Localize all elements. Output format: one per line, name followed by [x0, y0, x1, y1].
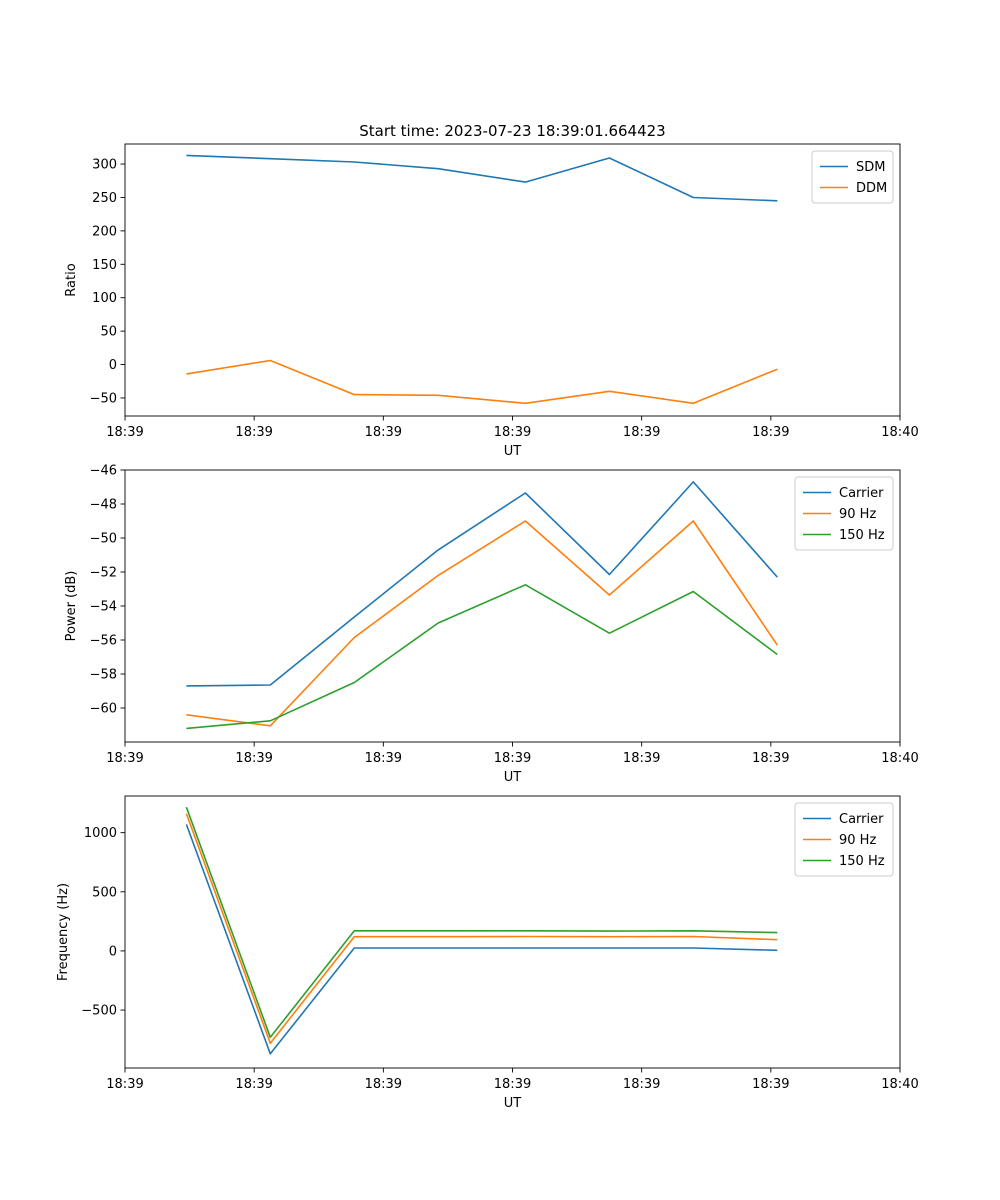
chart-panel-1: 18:39 18:39 18:39 18:39 18:39 18:39 18:40 −50 0 5… [64, 143, 919, 459]
y-axis-label: Ratio [64, 263, 79, 296]
x-tick-label: 18:39 [235, 751, 272, 766]
x-axis-label: UT [504, 770, 522, 785]
x-axis-label: UT [504, 1096, 522, 1111]
y-tick-label: −46 [90, 464, 117, 479]
legend: SDM DDM [811, 150, 894, 204]
series-line-90-hz [186, 520, 778, 727]
x-tick-label: 18:39 [106, 1077, 143, 1092]
legend-label-sdm: SDM [856, 160, 885, 175]
y-tick-label: −50 [90, 532, 117, 547]
y-tick-label: 100 [92, 291, 117, 306]
x-tick-label: 18:39 [106, 425, 143, 440]
x-tick-label: 18:39 [494, 751, 531, 766]
y-tick-label: 1000 [84, 826, 117, 841]
y-tick-label: −58 [90, 668, 117, 683]
y-tick-label: −52 [90, 566, 117, 581]
x-tick-label: 18:39 [365, 425, 402, 440]
y-tick-label: −500 [81, 1004, 117, 1019]
x-tick-label: 18:39 [752, 425, 789, 440]
x-tick-label: 18:39 [623, 425, 660, 440]
chart-panel-3: 18:39 18:39 18:39 18:39 18:39 18:39 18:40 −500 0… [56, 795, 919, 1111]
legend-label-90-hz: 90 Hz [839, 833, 876, 848]
x-tick-label: 18:39 [365, 751, 402, 766]
charts: 18:39 18:39 18:39 18:39 18:39 18:39 18:40−5005… [56, 143, 919, 1111]
legend-box [811, 150, 894, 204]
series-line-90-hz [185, 813, 778, 1044]
plot-area [186, 481, 778, 730]
x-tick-label: 18:39 [235, 1077, 272, 1092]
x-axis-label: UT [504, 444, 522, 459]
x-tick-label: 18:39 [752, 1077, 789, 1092]
axes-frame [124, 795, 901, 1069]
y-tick-label: −54 [90, 600, 117, 615]
figure-title: Start time: 2023-07-23 18:39:01.664423 [359, 122, 665, 140]
y-tick-label: 50 [100, 325, 117, 340]
y-tick-label: 250 [92, 191, 117, 206]
x-tick-label: 18:40 [881, 425, 918, 440]
legend-label-150-hz: 150 Hz [839, 528, 885, 543]
y-tick-label: −48 [90, 498, 117, 513]
axes-frame [124, 143, 901, 417]
y-axis-label: Frequency (Hz) [56, 883, 71, 981]
legend-label-ddm: DDM [856, 181, 887, 196]
legend: Carrier 90 Hz 150 Hz [794, 476, 894, 551]
legend-box [794, 802, 894, 877]
series-line-150-hz [186, 583, 778, 730]
x-tick-label: 18:39 [494, 1077, 531, 1092]
legend: Carrier 90 Hz 150 Hz [794, 802, 894, 877]
series-line-carrier [185, 824, 778, 1055]
chart-panel-2: 18:39 18:39 18:39 18:39 18:39 18:39 18:40 −60 −5… [64, 464, 919, 786]
y-tick-label: 0 [109, 358, 117, 373]
y-tick-label: 200 [92, 224, 117, 239]
y-tick-label: 0 [109, 944, 117, 959]
x-tick-label: 18:39 [235, 425, 272, 440]
legend-box [794, 476, 894, 551]
x-tick-label: 18:39 [494, 425, 531, 440]
x-tick-label: 18:39 [623, 1077, 660, 1092]
legend-label-150-hz: 150 Hz [839, 854, 885, 869]
x-tick-label: 18:39 [365, 1077, 402, 1092]
y-tick-label: −56 [90, 634, 117, 649]
x-tick-label: 18:39 [752, 751, 789, 766]
y-tick-label: 300 [92, 158, 117, 173]
y-tick-label: −60 [90, 702, 117, 717]
x-tick-label: 18:39 [623, 751, 660, 766]
x-tick-label: 18:40 [881, 751, 918, 766]
series-line-sdm [186, 154, 778, 202]
series-line-carrier [186, 481, 778, 687]
legend-label-90-hz: 90 Hz [839, 507, 876, 522]
plot-area [186, 154, 778, 405]
plot-area [185, 806, 778, 1055]
series-line-ddm [186, 359, 778, 405]
axes-frame [124, 469, 901, 743]
series-line-150-hz [185, 806, 778, 1039]
legend-label-carrier: Carrier [839, 812, 884, 827]
x-tick-label: 18:40 [881, 1077, 918, 1092]
x-tick-label: 18:39 [106, 751, 143, 766]
y-tick-label: 150 [92, 258, 117, 273]
y-tick-label: −50 [90, 391, 117, 406]
legend-label-carrier: Carrier [839, 486, 884, 501]
y-axis-label: Power (dB) [64, 571, 79, 642]
y-tick-label: 500 [92, 885, 117, 900]
